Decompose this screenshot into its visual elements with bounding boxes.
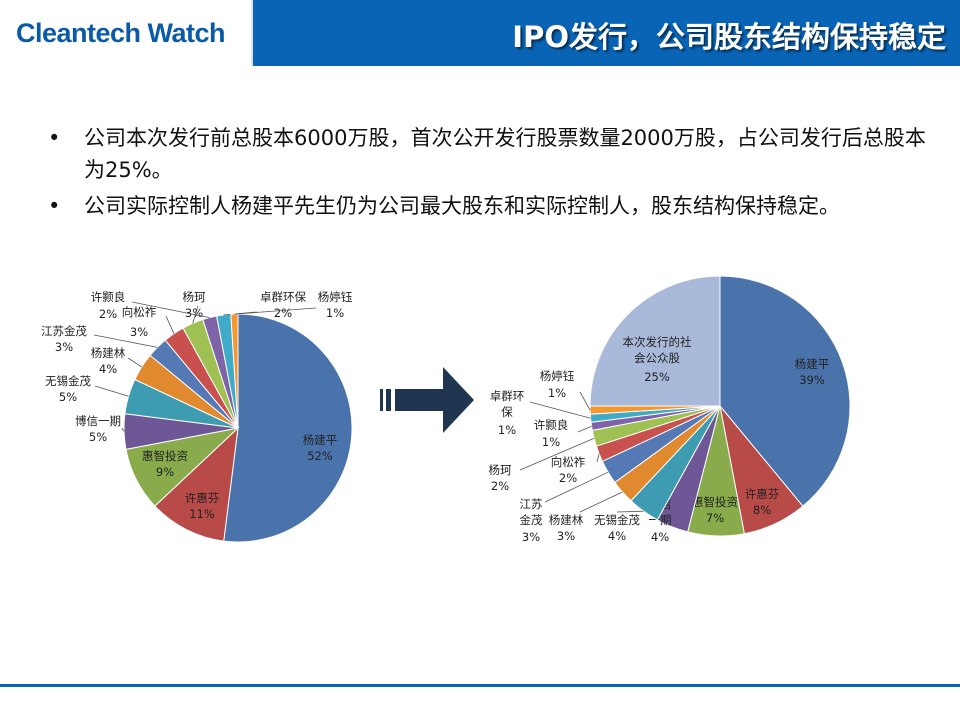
slice-label-6: 杨建林: [91, 346, 126, 360]
slice-value-5: 5%: [59, 390, 77, 404]
leader-line-12: [234, 307, 317, 315]
slice-value-9: 3%: [185, 306, 203, 320]
slide-title: IPO发行，公司股东结构保持稳定: [512, 20, 946, 54]
slice-value-9: 2%: [491, 479, 509, 493]
slice-label-5: 无锡金茂: [45, 374, 91, 388]
slice-label-13: 本次发行的社: [623, 335, 692, 349]
pie-slice-1: [223, 313, 353, 543]
slice-value-8: 2%: [559, 471, 577, 485]
slice-label-2: 许惠芬: [185, 491, 220, 505]
slice-value-1: 52%: [307, 449, 333, 463]
slice-label-11: 保: [501, 405, 513, 419]
slice-label-3: 惠智投资: [142, 449, 188, 463]
slice-label-9: 杨珂: [489, 463, 512, 477]
slice-label-7: 江苏: [520, 497, 543, 511]
slice-value-4: 4%: [651, 530, 669, 544]
leader-line-12: [579, 391, 591, 411]
slice-label-3: 惠智投资: [692, 495, 738, 509]
slice-value-13: 25%: [644, 370, 670, 384]
slice-value-10: 1%: [542, 435, 560, 449]
slice-value-11: 1%: [498, 423, 516, 437]
slice-value-12: 1%: [326, 306, 344, 320]
leader-line-4: [121, 427, 125, 432]
slice-label-10: 许颢良: [91, 290, 126, 304]
slice-value-1: 39%: [799, 373, 825, 387]
slice-label-7: 金茂: [520, 513, 543, 527]
slice-value-2: 11%: [189, 507, 215, 521]
footer-line: [0, 684, 960, 687]
leader-line-10: [131, 301, 210, 318]
slice-label-8: 向松祚: [122, 305, 157, 319]
slice-value-6: 4%: [99, 362, 117, 376]
leader-line-6: [127, 357, 142, 368]
leader-line-7: [544, 471, 609, 503]
logo-box: Cleantech Watch: [0, 0, 253, 66]
bullet-dot-icon: •: [48, 126, 61, 150]
pie-chart-before-ipo: 杨建平 52% 许惠芬 11% 惠智投资 9% 博信一期 5% 无锡金茂 5% 杨建林 4% 江苏金茂 3…: [41, 290, 353, 543]
leader-line-8: [596, 453, 600, 463]
leader-line-9: [519, 437, 595, 471]
pie-slice-13: [589, 275, 721, 407]
bullet-item-2: • 公司实际控制人杨建平先生仍为公司最大股东和实际控制人，股东结构保持稳定。: [48, 190, 928, 222]
slice-value-8: 3%: [130, 325, 148, 339]
slice-label-1: 杨建平: [303, 433, 338, 447]
slice-value-5: 4%: [608, 529, 626, 543]
slice-label-4: 博信一期: [75, 414, 121, 428]
slice-value-3: 7%: [706, 511, 724, 525]
bullet-dot-icon: •: [48, 194, 61, 218]
slice-value-11: 2%: [274, 306, 292, 320]
logo-text: Cleantech Watch: [16, 18, 226, 48]
leader-line-5: [616, 510, 644, 513]
slice-label-11: 卓群环保: [260, 290, 306, 304]
slice-value-12: 1%: [548, 386, 566, 400]
bullet-text-1: 公司本次发行前总股本6000万股，首次公开发行股票数量2000万股，占公司发行后…: [84, 126, 926, 182]
slice-label-2: 许惠芬: [745, 487, 780, 501]
slice-label-5: 无锡金茂: [594, 513, 640, 527]
slice-label-6: 杨建林: [549, 513, 584, 527]
slice-label-9: 杨珂: [183, 290, 206, 304]
slice-label-13: 会公众股: [634, 351, 680, 365]
bullet-text-2: 公司实际控制人杨建平先生仍为公司最大股东和实际控制人，股东结构保持稳定。: [84, 194, 840, 218]
slice-value-3: 9%: [156, 465, 174, 479]
leader-line-5: [94, 385, 129, 397]
slice-value-7: 3%: [522, 530, 540, 544]
leader-line-11: [529, 401, 591, 419]
arrow-icon: [380, 367, 474, 433]
leader-line-8: [165, 315, 175, 334]
pie-chart-after-ipo: 杨建平39%许惠芬8%惠智投资7%博信一期4%无锡金茂4%杨建林3%江苏金茂3%…: [489, 275, 851, 544]
bullet-item-1: • 公司本次发行前总股本6000万股，首次公开发行股票数量2000万股，占公司发行…: [48, 122, 928, 186]
leader-line-7: [93, 334, 158, 348]
leader-line-10: [577, 425, 592, 433]
pie-slice-1: [719, 275, 851, 507]
slice-value-10: 2%: [99, 307, 117, 321]
header-bar: Cleantech Watch IPO发行，公司股东结构保持稳定: [0, 0, 960, 66]
leader-line-6: [579, 491, 623, 513]
slice-label-1: 杨建平: [795, 357, 830, 371]
slice-label-10: 许颢良: [534, 418, 569, 432]
slice-value-2: 8%: [753, 503, 771, 517]
bullet-list: • 公司本次发行前总股本6000万股，首次公开发行股票数量2000万股，占公司发行…: [48, 122, 928, 226]
pie-slice-2: [154, 426, 239, 542]
slice-label-11: 卓群环: [490, 389, 525, 403]
slice-value-6: 3%: [557, 529, 575, 543]
slice-value-4: 5%: [89, 430, 107, 444]
slice-label-12: 杨婷钰: [540, 369, 575, 383]
slice-value-7: 3%: [55, 340, 73, 354]
slice-label-8: 向松祚: [551, 455, 586, 469]
slice-label-12: 杨婷钰: [318, 290, 353, 304]
slice-label-7: 江苏金茂: [41, 324, 87, 338]
